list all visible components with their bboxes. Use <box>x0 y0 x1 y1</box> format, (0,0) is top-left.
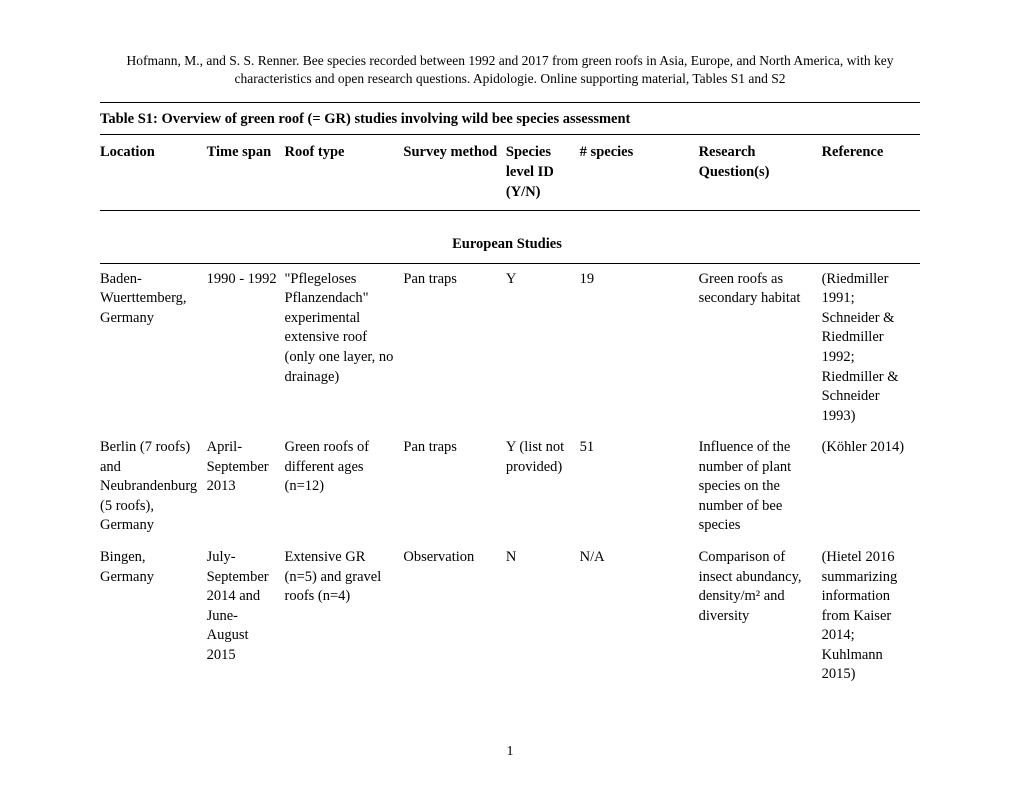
cell-species: N <box>506 542 580 691</box>
col-header-survey: Survey method <box>403 135 506 211</box>
cell-rq: Green roofs as secondary habitat <box>699 263 822 432</box>
cell-survey: Observation <box>403 542 506 691</box>
cell-location: Berlin (7 roofs) and Neubrandenburg (5 r… <box>100 432 207 542</box>
col-header-roof: Roof type <box>284 135 403 211</box>
cell-nspecies: N/A <box>580 542 699 691</box>
cell-roof: Green roofs of different ages (n=12) <box>284 432 403 542</box>
col-header-nspecies: # species <box>580 135 699 211</box>
cell-time: April-September 2013 <box>207 432 285 542</box>
cell-nspecies: 19 <box>580 263 699 432</box>
cell-species: Y <box>506 263 580 432</box>
cell-location: Bingen, Germany <box>100 542 207 691</box>
table-title: Table S1: Overview of green roof (= GR) … <box>100 103 920 134</box>
studies-table: Location Time span Roof type Survey meth… <box>100 134 920 691</box>
cell-survey: Pan traps <box>403 432 506 542</box>
citation-text: Hofmann, M., and S. S. Renner. Bee speci… <box>110 52 910 88</box>
table-header-row: Location Time span Roof type Survey meth… <box>100 135 920 211</box>
cell-nspecies: 51 <box>580 432 699 542</box>
cell-ref: (Hietel 2016 summarizing information fro… <box>822 542 920 691</box>
cell-time: July-September 2014 and June-August 2015 <box>207 542 285 691</box>
section-heading: European Studies <box>100 211 920 264</box>
col-header-location: Location <box>100 135 207 211</box>
table-row: Bingen, Germany July-September 2014 and … <box>100 542 920 691</box>
cell-ref: (Köhler 2014) <box>822 432 920 542</box>
cell-rq: Influence of the number of plant species… <box>699 432 822 542</box>
cell-location: Baden-Wuerttemberg, Germany <box>100 263 207 432</box>
cell-survey: Pan traps <box>403 263 506 432</box>
cell-ref: (Riedmiller 1991; Schneider & Riedmiller… <box>822 263 920 432</box>
cell-time: 1990 - 1992 <box>207 263 285 432</box>
table-row: Berlin (7 roofs) and Neubrandenburg (5 r… <box>100 432 920 542</box>
col-header-ref: Reference <box>822 135 920 211</box>
cell-rq: Comparison of insect abundancy, density/… <box>699 542 822 691</box>
col-header-time: Time span <box>207 135 285 211</box>
table-row: Baden-Wuerttemberg, Germany 1990 - 1992 … <box>100 263 920 432</box>
col-header-rq: Research Question(s) <box>699 135 822 211</box>
page-number: 1 <box>0 744 1020 760</box>
cell-roof: Extensive GR (n=5) and gravel roofs (n=4… <box>284 542 403 691</box>
page-container: Hofmann, M., and S. S. Renner. Bee speci… <box>0 0 1020 788</box>
section-heading-row: European Studies <box>100 211 920 264</box>
col-header-species: Species level ID (Y/N) <box>506 135 580 211</box>
cell-species: Y (list not provided) <box>506 432 580 542</box>
cell-roof: "Pflegeloses Pflanzendach" experimental … <box>284 263 403 432</box>
